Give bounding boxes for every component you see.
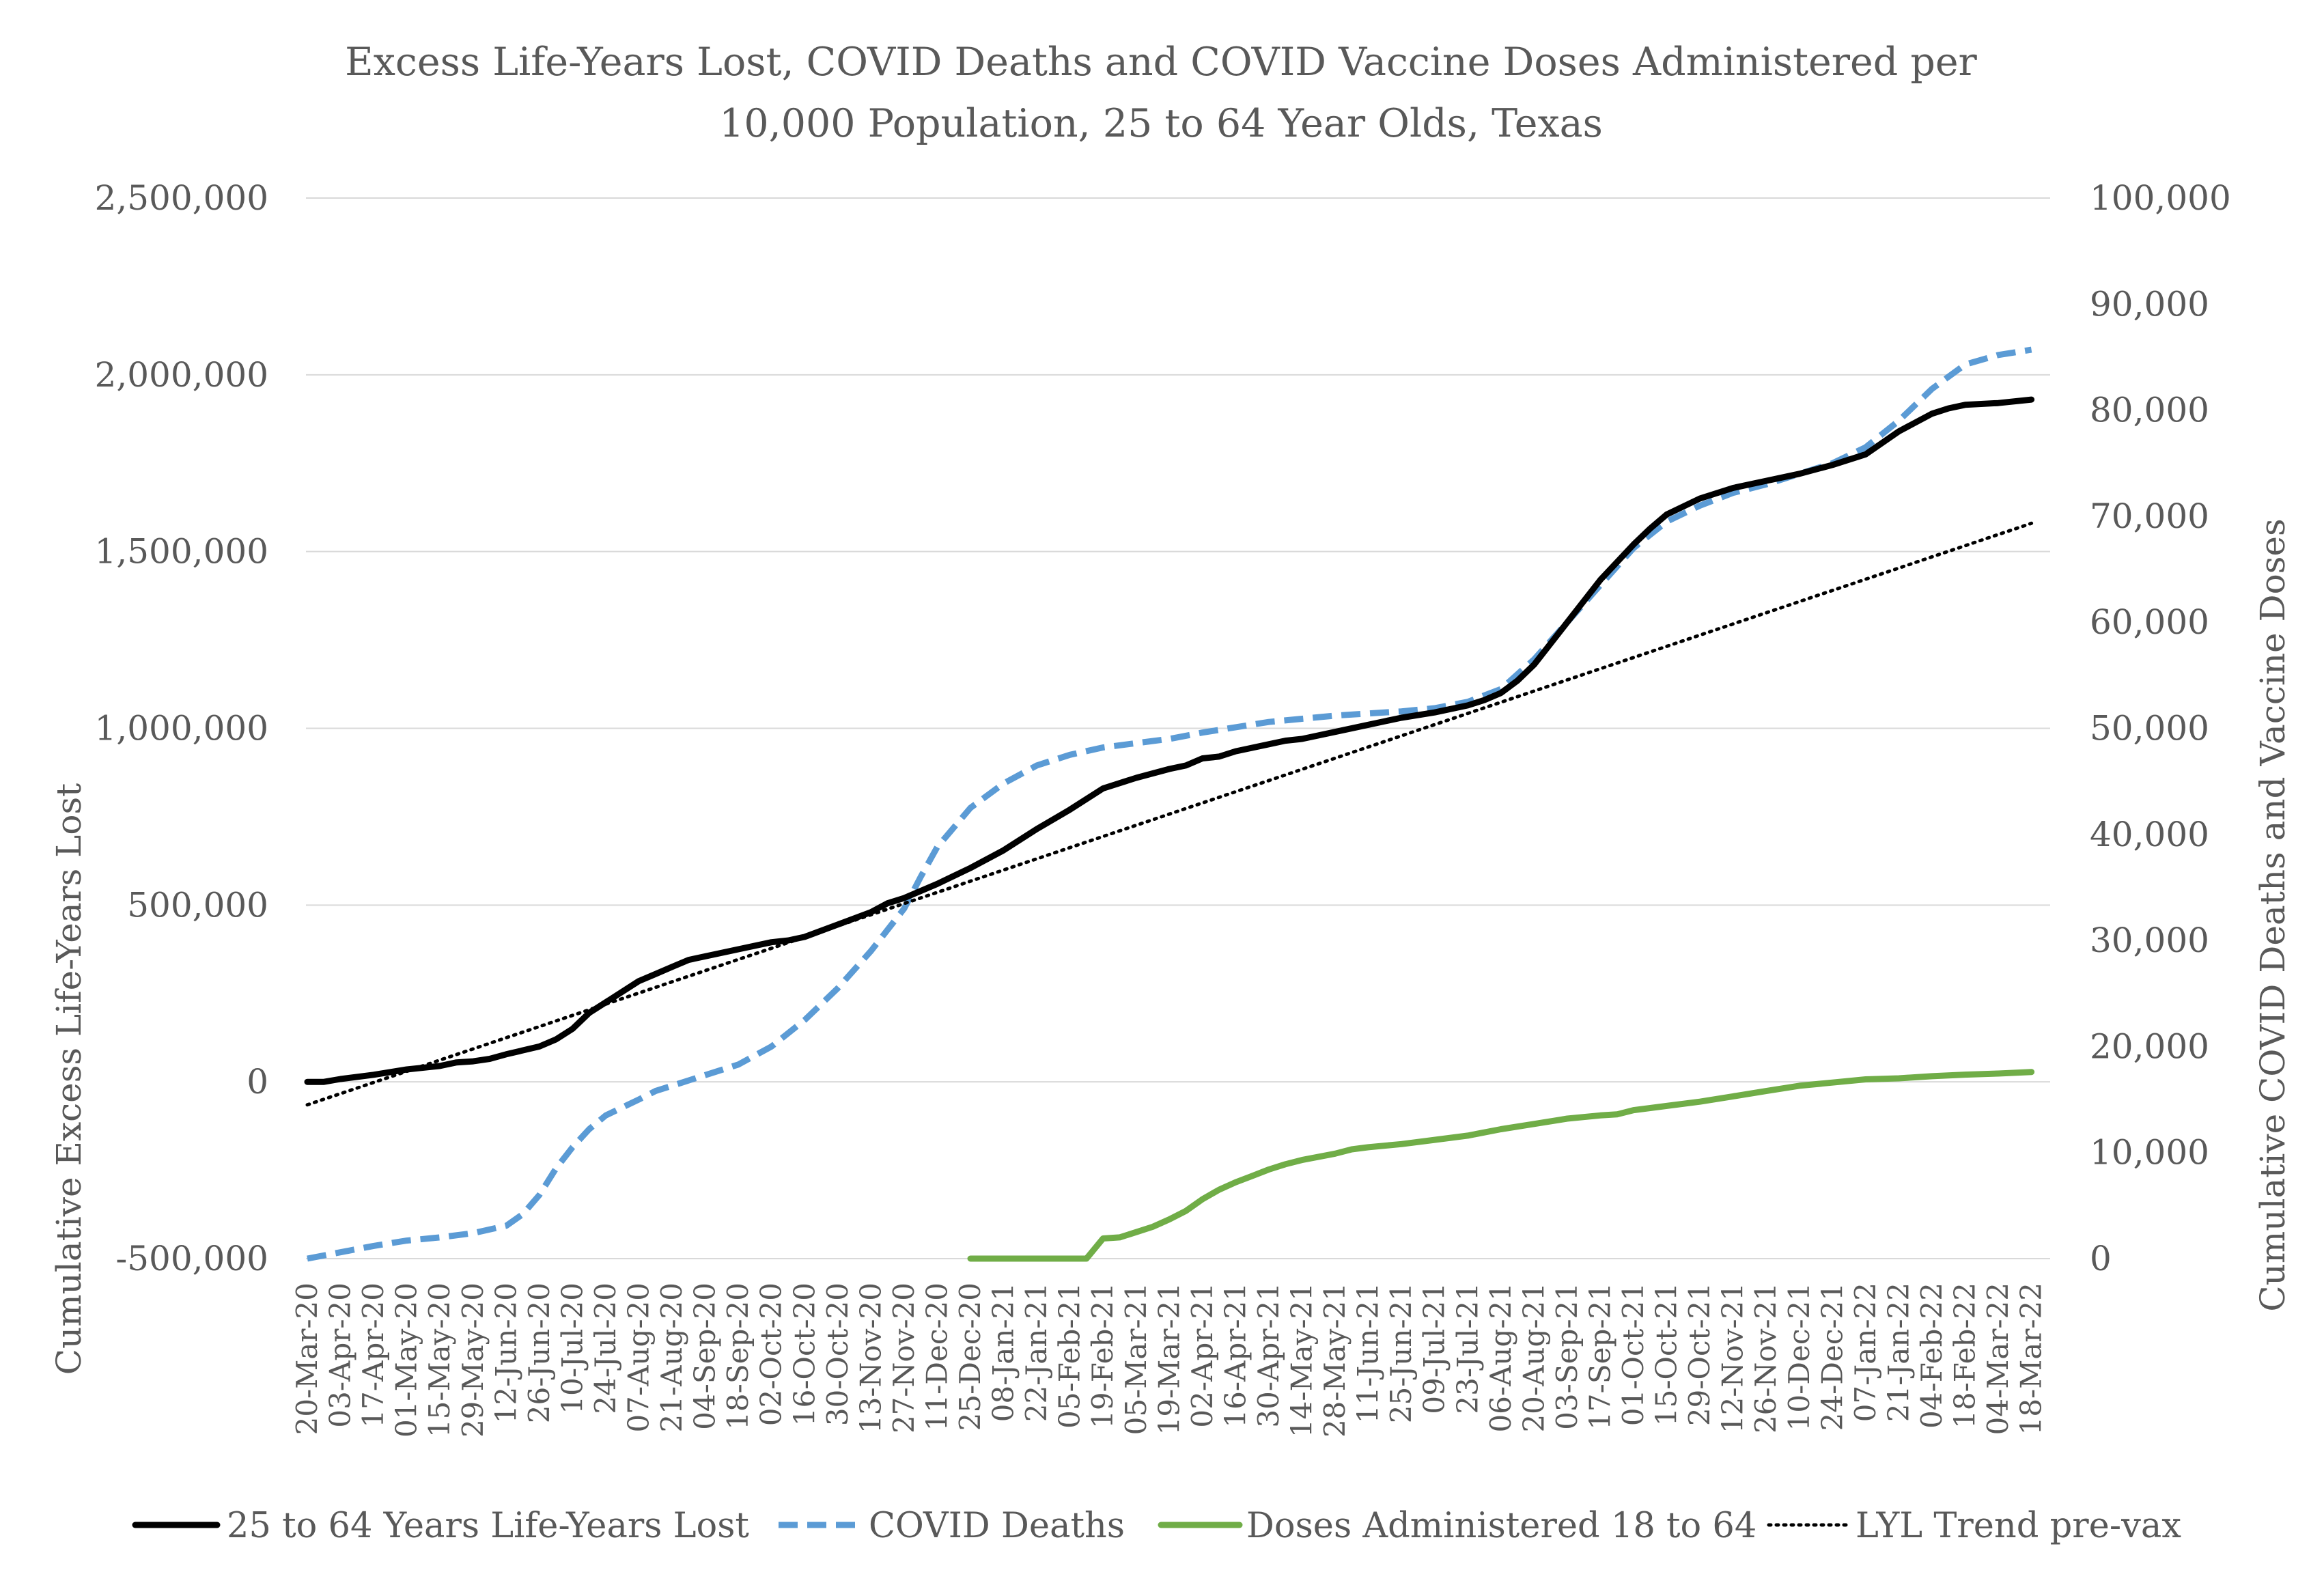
series-layer [304, 346, 2035, 1262]
x-tick-label: 21-Jan-22 [1881, 1283, 1915, 1422]
legend-label-covid-deaths: COVID Deaths [869, 1506, 1125, 1546]
x-tick-label: 07-Jan-22 [1849, 1283, 1882, 1422]
right-axis-ticks: 0 10,000 20,000 30,000 40,000 50,000 60,000 70,… [2090, 178, 2231, 1278]
x-tick-label: 19-Feb-21 [1086, 1283, 1119, 1429]
x-tick-label: 17-Apr-20 [356, 1283, 390, 1428]
x-axis-ticks: 20-Mar-20 03-Apr-20 17-Apr-20 01-May-20 15-M… [290, 1283, 2048, 1438]
x-tick-label: 06-Aug-21 [1484, 1283, 1517, 1433]
x-tick-label: 01-Oct-21 [1616, 1283, 1650, 1426]
y-left-tick-label: 1,000,000 [95, 709, 268, 748]
x-tick-label: 18-Sep-20 [721, 1283, 755, 1430]
x-tick-label: 02-Oct-20 [755, 1283, 788, 1426]
y-right-tick-label: 30,000 [2090, 921, 2209, 960]
x-tick-label: 24-Jul-20 [589, 1283, 622, 1414]
y-right-tick-label: 50,000 [2090, 709, 2209, 748]
x-tick-label: 18-Mar-22 [2015, 1283, 2048, 1435]
series-line-doses [967, 1069, 2035, 1262]
x-tick-label: 20-Mar-20 [290, 1283, 324, 1435]
y-right-tick-label: 0 [2090, 1239, 2112, 1278]
x-tick-label: 13-Nov-20 [854, 1283, 887, 1433]
gridlines [306, 197, 2050, 1259]
series-line-covid-deaths [307, 346, 2032, 1262]
y-right-tick-label: 80,000 [2090, 391, 2209, 430]
x-tick-label: 26-Nov-21 [1749, 1283, 1782, 1433]
x-tick-label: 16-Apr-21 [1218, 1283, 1252, 1428]
y-right-axis-title: Cumulative COVID Deaths and Vaccine Dose… [2253, 518, 2293, 1311]
x-tick-label: 24-Dec-21 [1815, 1283, 1849, 1431]
x-tick-label: 02-Apr-21 [1186, 1283, 1219, 1428]
x-tick-label: 01-May-20 [390, 1283, 423, 1438]
x-tick-label: 14-May-21 [1285, 1283, 1319, 1438]
legend: 25 to 64 Years Life-Years Lost COVID Dea… [132, 1506, 2181, 1546]
x-tick-label: 30-Apr-21 [1252, 1283, 1285, 1428]
x-tick-label: 07-Aug-20 [622, 1283, 656, 1433]
x-tick-label: 10-Jul-20 [555, 1283, 589, 1414]
y-right-tick-label: 20,000 [2090, 1026, 2209, 1066]
x-tick-label: 12-Nov-21 [1716, 1283, 1750, 1433]
y-right-tick-label: 60,000 [2090, 602, 2209, 642]
legend-label-lyl-trend: LYL Trend pre-vax [1856, 1506, 2181, 1546]
y-right-tick-label: 40,000 [2090, 815, 2209, 854]
x-tick-label: 04-Sep-20 [688, 1283, 722, 1430]
legend-item-doses: Doses Administered 18 to 64 [1158, 1506, 1756, 1546]
chart-title-line-1: Excess Life-Years Lost, COVID Deaths and… [345, 40, 1977, 85]
x-tick-label: 15-Oct-21 [1650, 1283, 1683, 1426]
x-tick-label: 28-May-21 [1318, 1283, 1352, 1438]
x-tick-label: 29-Oct-21 [1683, 1283, 1716, 1426]
x-tick-label: 11-Dec-20 [920, 1283, 953, 1431]
chart-title-line-2: 10,000 Population, 25 to 64 Year Olds, T… [719, 101, 1603, 146]
x-tick-label: 03-Apr-20 [324, 1283, 357, 1428]
y-left-tick-label: 2,500,000 [95, 178, 268, 218]
x-tick-label: 22-Jan-21 [1020, 1283, 1053, 1422]
x-tick-label: 12-Jun-20 [489, 1283, 522, 1423]
x-tick-label: 17-Sep-21 [1583, 1283, 1616, 1430]
y-left-tick-label: 1,500,000 [95, 532, 268, 572]
y-left-tick-label: 2,000,000 [95, 355, 268, 395]
x-tick-label: 10-Dec-21 [1782, 1283, 1816, 1431]
x-tick-label: 18-Feb-22 [1948, 1283, 1982, 1429]
x-tick-label: 05-Feb-21 [1053, 1283, 1087, 1429]
series-line-lyl [304, 396, 2035, 1085]
x-tick-label: 16-Oct-20 [787, 1283, 821, 1426]
legend-item-covid-deaths: COVID Deaths [779, 1506, 1125, 1546]
legend-item-lyl-trend: LYL Trend pre-vax [1767, 1506, 2181, 1546]
left-axis-ticks: -500,000 0 500,000 1,000,000 1,500,000 2,000,… [95, 178, 268, 1278]
x-tick-label: 21-Aug-20 [655, 1283, 688, 1433]
y-left-tick-label: 500,000 [127, 885, 268, 925]
y-right-tick-label: 90,000 [2090, 284, 2209, 324]
x-tick-label: 27-Nov-20 [887, 1283, 921, 1433]
y-right-tick-label: 100,000 [2090, 178, 2231, 218]
x-tick-label: 29-May-20 [456, 1283, 490, 1438]
x-tick-label: 08-Jan-21 [987, 1283, 1020, 1422]
x-tick-label: 04-Feb-22 [1915, 1283, 1948, 1429]
x-tick-label: 30-Oct-20 [821, 1283, 854, 1426]
y-left-tick-label: 0 [247, 1062, 268, 1102]
x-tick-label: 04-Mar-22 [1981, 1283, 2015, 1435]
y-right-tick-label: 70,000 [2090, 496, 2209, 536]
x-tick-label: 25-Jun-21 [1384, 1283, 1418, 1423]
y-right-tick-label: 10,000 [2090, 1133, 2209, 1173]
x-tick-label: 26-Jun-20 [522, 1283, 556, 1423]
x-tick-label: 19-Mar-21 [1152, 1283, 1186, 1435]
x-tick-label: 23-Jul-21 [1451, 1283, 1484, 1414]
x-tick-label: 03-Sep-21 [1550, 1283, 1584, 1430]
legend-item-lyl: 25 to 64 Years Life-Years Lost [132, 1506, 749, 1546]
x-tick-label: 09-Jul-21 [1418, 1283, 1451, 1414]
x-tick-label: 05-Mar-21 [1119, 1283, 1153, 1435]
x-tick-label: 11-Jun-21 [1352, 1283, 1385, 1423]
x-tick-label: 20-Aug-21 [1517, 1283, 1550, 1433]
x-tick-label: 25-Dec-20 [953, 1283, 987, 1431]
y-left-axis-title: Cumulative Excess Life-Years Lost [49, 783, 89, 1375]
y-left-tick-label: -500,000 [115, 1239, 268, 1278]
legend-label-doses: Doses Administered 18 to 64 [1246, 1506, 1756, 1546]
x-tick-label: 15-May-20 [423, 1283, 456, 1438]
legend-label-lyl: 25 to 64 Years Life-Years Lost [227, 1506, 749, 1546]
